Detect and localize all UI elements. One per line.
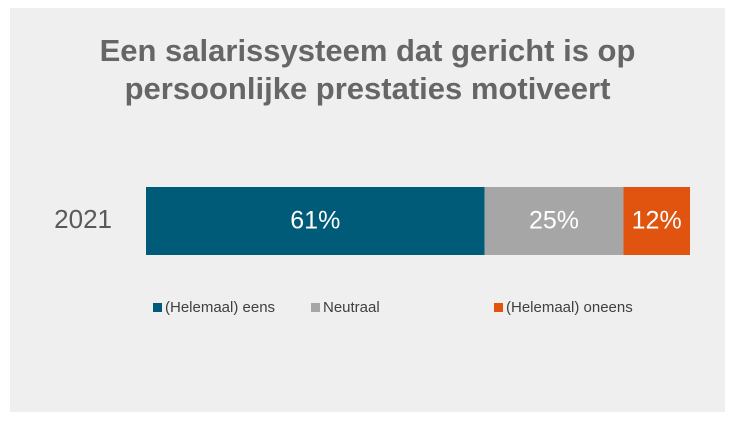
data-label: 25% [529,207,579,235]
legend-label: Neutraal [323,299,380,316]
legend-label: (Helemaal) oneens [506,299,633,316]
legend-swatch [494,303,503,312]
bar-segment [484,187,624,255]
legend-swatch [153,303,162,312]
data-label: 12% [632,207,682,235]
data-label: 61% [290,207,340,235]
bar-segment [146,187,485,255]
bar-segment [623,187,690,255]
category-label: 2021 [54,204,112,234]
legend-label: (Helemaal) eens [165,299,275,316]
chart-title: Een salarissysteem dat gericht is op per… [99,33,636,106]
legend-swatch [311,303,320,312]
